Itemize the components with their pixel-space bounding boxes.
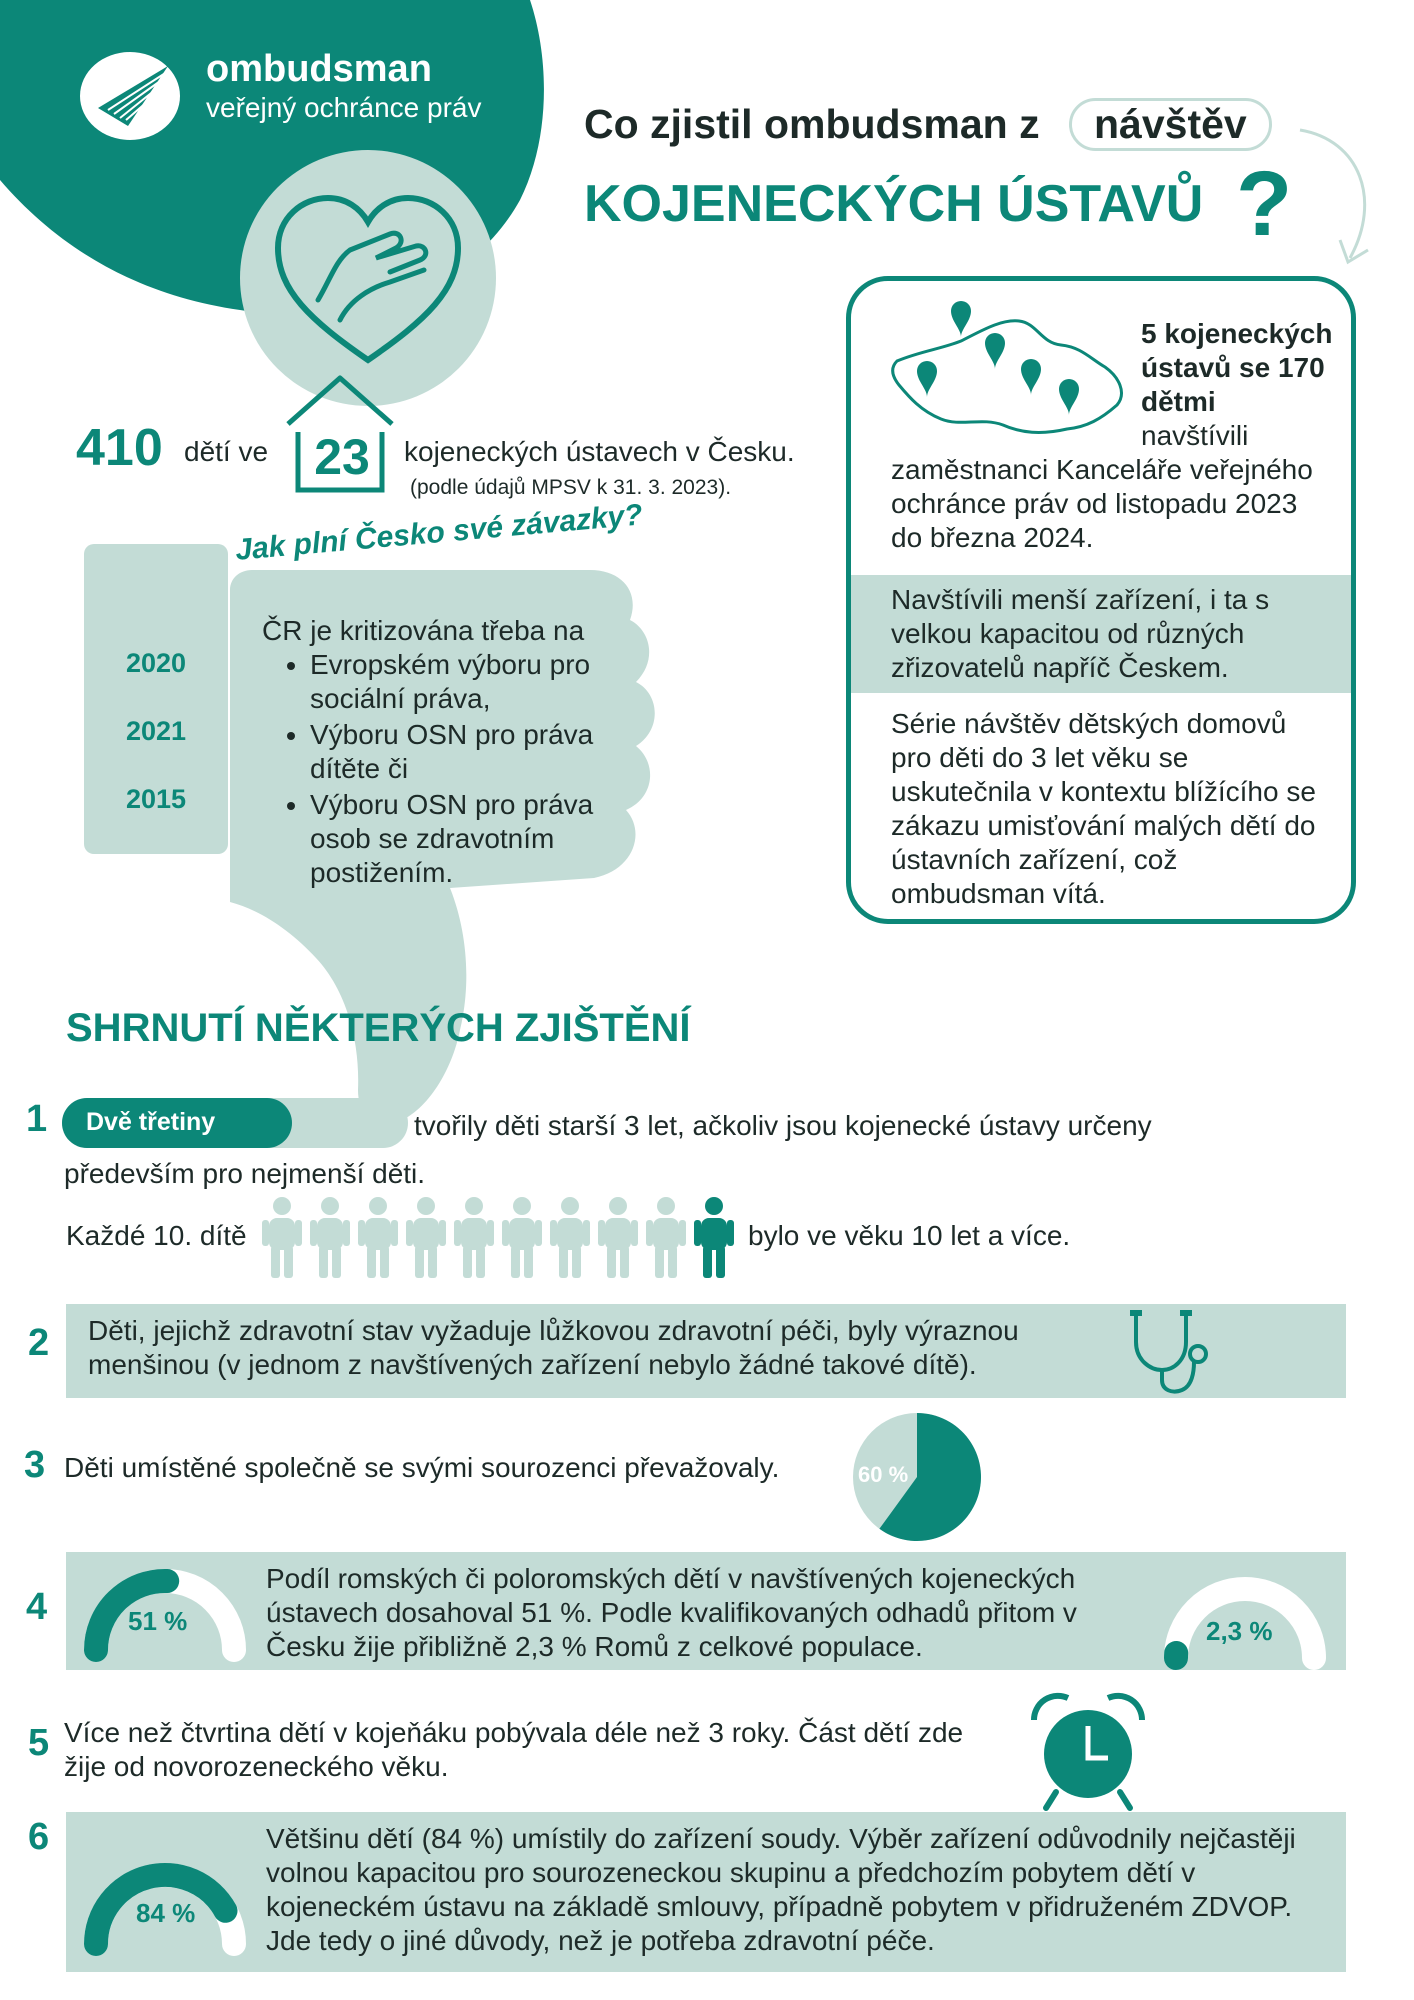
stethoscope-icon <box>1130 1310 1208 1394</box>
source-note: (podle údajů MPSV k 31. 3. 2023). <box>410 476 732 499</box>
title-prefix: Co zjistil ombudsman z <box>584 101 1040 147</box>
gauge-court-placement-fill <box>84 1862 238 1956</box>
title-question-mark: ? <box>1236 153 1293 255</box>
gauge-roma-share <box>84 1568 246 1662</box>
visits-paragraph-1: zaměstnanci Kanceláře veřejného ochránce… <box>891 454 1313 553</box>
finding-5-number: 5 <box>28 1722 50 1764</box>
title-line1: Co zjistil ombudsman z návštěv <box>584 98 1272 151</box>
title-line2: KOJENECKÝCH ÚSTAVŮ <box>584 175 1204 233</box>
summary-title: SHRNUTÍ NĚKTERÝCH ZJIŠTĚNÍ <box>66 1006 691 1050</box>
institutions-count: 23 <box>314 429 370 485</box>
gauge-roma-share-fill <box>84 1568 180 1662</box>
gauge-population-share <box>1164 1577 1326 1670</box>
gauge-population-share-label: 2,3 % <box>1206 1616 1273 1646</box>
pie-label: 60 % <box>858 1462 909 1487</box>
finding-1-text-b: především pro nejmenší děti. <box>64 1158 426 1189</box>
alarm-clock-icon <box>1030 1692 1146 1811</box>
title-arrow-decoration <box>1299 128 1369 265</box>
finding-1-tenth-prefix: Každé 10. dítě <box>66 1220 247 1251</box>
title-highlight: návštěv <box>1069 98 1272 151</box>
heart-hands-badge <box>240 150 496 406</box>
commitment-item: Výboru OSN pro práva dítěte či <box>310 718 632 786</box>
finding-1-number: 1 <box>26 1098 48 1140</box>
commitments-intro: ČR je kritizována třeba na <box>262 615 585 646</box>
finding-4-text: Podíl romských či poloromských dětí v na… <box>266 1563 1077 1662</box>
person-icon <box>550 1197 590 1278</box>
finding-3-text: Děti umístěné společně se svými sourozen… <box>64 1452 780 1483</box>
finding-2-panel <box>66 1304 1346 1398</box>
thumbs-down-shape <box>230 570 655 1125</box>
brand-subtitle: veřejný ochránce práv <box>206 92 482 123</box>
commitments-title: Jak plní Česko své závazky? <box>234 498 644 567</box>
finding-6-panel <box>66 1812 1346 1972</box>
sibling-share-pie <box>853 1413 981 1541</box>
person-icon <box>646 1197 686 1278</box>
finding-4-panel <box>66 1552 1346 1670</box>
czech-map-icon <box>891 301 1123 434</box>
gauge-roma-share-label: 51 % <box>128 1606 188 1636</box>
finding-5-text: Více než čtvrtina dětí v kojeňáku pobýva… <box>64 1717 964 1782</box>
person-icon <box>454 1197 494 1278</box>
visits-highlight-panel <box>851 575 1351 693</box>
year-1: 2020 <box>125 648 187 678</box>
visits-paragraph-3: Série návštěv dětských domovů pro děti d… <box>891 708 1316 909</box>
person-icon <box>406 1197 446 1278</box>
brand-logo <box>78 48 190 140</box>
finding-1-tenth-suffix: bylo ve věku 10 let a více. <box>748 1220 1071 1251</box>
gauge-court-placement <box>84 1862 246 1956</box>
finding-3-number: 3 <box>24 1444 46 1486</box>
person-icon <box>262 1197 302 1278</box>
finding-4-number: 4 <box>26 1586 48 1628</box>
finding-1-pill-fill <box>62 1098 292 1148</box>
visits-box: 5 kojeneckých ústavů se 170 dětmi navští… <box>846 276 1356 924</box>
person-icon <box>502 1197 542 1278</box>
year-2: 2021 <box>125 716 187 746</box>
finding-2-text: Děti, jejichž zdravotní stav vyžaduje lů… <box>88 1315 1019 1380</box>
heart-hands-icon <box>274 194 462 364</box>
children-label: dětí ve <box>184 436 269 467</box>
commitment-item: Výboru OSN pro práva osob se zdravotním … <box>310 788 632 890</box>
years-column <box>84 544 228 854</box>
commitments-body: ČR je kritizována třeba na Evropském výb… <box>262 614 632 890</box>
person-icon <box>358 1197 398 1278</box>
person-icon <box>310 1197 350 1278</box>
visits-paragraph-2: Navštívili menší zařízení, i ta s velkou… <box>891 584 1270 683</box>
finding-6-number: 6 <box>28 1816 50 1858</box>
gauge-court-placement-label: 84 % <box>136 1898 196 1928</box>
year-3: 2015 <box>125 784 187 814</box>
visits-heading: 5 kojeneckých ústavů se 170 dětmi <box>1141 318 1333 417</box>
people-row <box>262 1197 734 1278</box>
pie-slice-siblings <box>879 1413 981 1541</box>
house-icon <box>286 375 394 493</box>
person-icon <box>598 1197 638 1278</box>
finding-1-text-a: tvořily děti starší 3 let, ačkoliv jsou … <box>414 1110 1152 1141</box>
institutions-label: kojeneckých ústavech v Česku. <box>404 436 795 467</box>
commitment-item: Evropském výboru pro sociální práva, <box>310 648 632 716</box>
brand-name: ombudsman <box>206 48 432 90</box>
visits-intro-tail: navštívili <box>1141 420 1249 451</box>
children-count: 410 <box>76 419 163 477</box>
finding-6-text: Většinu dětí (84 %) umístily do zařízení… <box>266 1823 1296 1956</box>
finding-1-pill-label: Dvě třetiny <box>86 1108 216 1136</box>
finding-2-number: 2 <box>28 1322 50 1364</box>
person-icon <box>694 1197 734 1278</box>
commitments-list: Evropském výboru pro sociální práva, Výb… <box>262 648 632 890</box>
logo-mark <box>80 52 180 140</box>
